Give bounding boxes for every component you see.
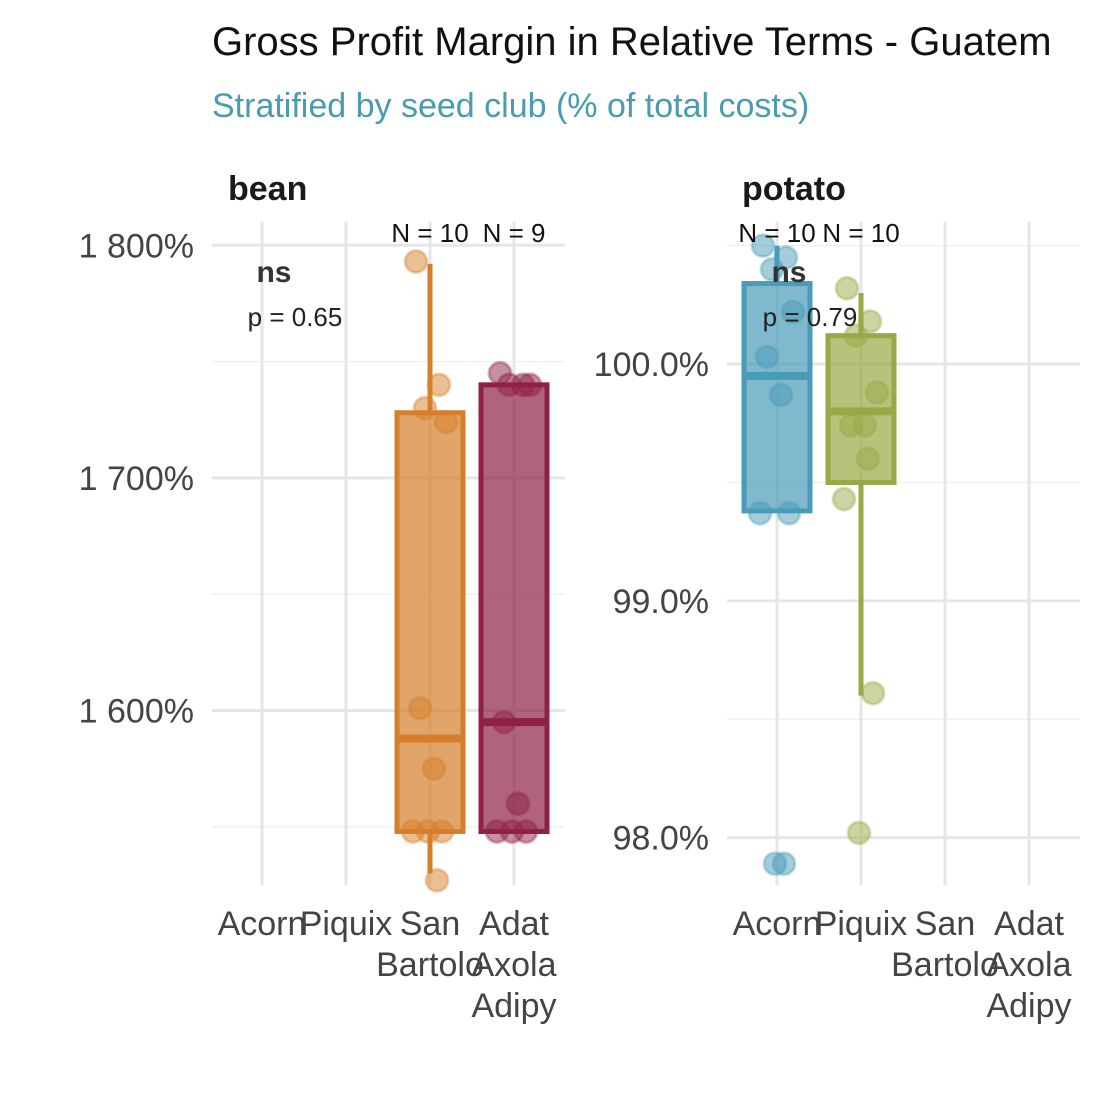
x-tick-line: Bartolo bbox=[891, 946, 999, 984]
data-point bbox=[834, 275, 860, 301]
x-tick-line: Adipy bbox=[986, 987, 1071, 1025]
data-point bbox=[780, 299, 806, 325]
data-point bbox=[499, 818, 525, 844]
x-tick-label: Piquix bbox=[815, 905, 908, 943]
chart-subtitle: Stratified by seed club (% of total cost… bbox=[212, 87, 809, 125]
x-tick-line: Adat bbox=[994, 905, 1064, 943]
data-point bbox=[831, 486, 857, 512]
x-tick-label: Piquix bbox=[300, 905, 393, 943]
data-point bbox=[491, 709, 517, 735]
n-label: N = 10 bbox=[822, 218, 899, 248]
x-tick-label: Adat Axola Adipy bbox=[471, 905, 556, 1025]
x-tick-line: Piquix bbox=[300, 905, 393, 943]
box-group: N = 9 bbox=[478, 218, 550, 844]
box bbox=[478, 382, 550, 834]
y-tick-label: 100.0% bbox=[594, 346, 709, 384]
data-point bbox=[852, 413, 878, 439]
data-point bbox=[846, 820, 872, 846]
data-point bbox=[759, 256, 785, 282]
data-point bbox=[496, 372, 522, 398]
data-point bbox=[415, 818, 441, 844]
x-tick-label: Acorn bbox=[218, 905, 307, 943]
data-point bbox=[754, 344, 780, 370]
data-point bbox=[407, 695, 433, 721]
data-point bbox=[768, 382, 794, 408]
data-point bbox=[750, 233, 776, 259]
significance-label: ns bbox=[771, 256, 806, 289]
facet-strip-label: potato bbox=[742, 170, 846, 208]
data-point bbox=[517, 372, 543, 398]
data-point bbox=[433, 409, 459, 435]
data-point bbox=[776, 500, 802, 526]
p-value-label: p = 0.65 bbox=[248, 302, 343, 332]
x-tick-line: San bbox=[915, 905, 976, 943]
y-tick-label: 99.0% bbox=[613, 583, 709, 621]
x-tick-line: Axola bbox=[471, 946, 556, 984]
y-tick-label: 1 800% bbox=[79, 227, 194, 265]
data-point bbox=[747, 500, 773, 526]
x-tick-label: San Bartolo bbox=[891, 905, 999, 984]
data-point bbox=[855, 446, 881, 472]
box-group: N = 10 bbox=[391, 218, 469, 893]
x-tick-line: Adipy bbox=[471, 987, 556, 1025]
box-group: N = 10 bbox=[822, 218, 900, 846]
data-point bbox=[771, 851, 797, 877]
y-tick-label: 1 600% bbox=[79, 693, 194, 731]
x-tick-line: Adat bbox=[479, 905, 549, 943]
significance-label: ns bbox=[256, 256, 291, 289]
p-value-label: p = 0.79 bbox=[763, 302, 858, 332]
data-point bbox=[403, 249, 429, 275]
x-tick-line: Axola bbox=[986, 946, 1071, 984]
n-label: N = 10 bbox=[391, 218, 468, 248]
x-tick-line: Acorn bbox=[733, 905, 822, 943]
x-tick-label: Acorn bbox=[733, 905, 822, 943]
box-group: N = 10 bbox=[738, 218, 816, 877]
data-point bbox=[412, 395, 438, 421]
chart-title: Gross Profit Margin in Relative Terms - … bbox=[212, 20, 1052, 64]
y-axis: 98.0% 99.0% 100.0% bbox=[594, 346, 709, 858]
x-tick-line: Bartolo bbox=[376, 946, 484, 984]
data-point bbox=[426, 372, 452, 398]
n-label: N = 9 bbox=[483, 218, 546, 248]
data-point bbox=[421, 756, 447, 782]
x-tick-line: San bbox=[400, 905, 461, 943]
data-point bbox=[424, 867, 450, 893]
x-tick-label: San Bartolo bbox=[376, 905, 484, 984]
x-tick-line: Acorn bbox=[218, 905, 307, 943]
y-tick-label: 98.0% bbox=[613, 820, 709, 858]
data-point bbox=[505, 791, 531, 817]
facet-strip-label: bean bbox=[228, 170, 307, 208]
n-label: N = 10 bbox=[738, 218, 815, 248]
y-tick-label: 1 700% bbox=[79, 460, 194, 498]
series-layer: N = 10 N = 9 bbox=[391, 218, 550, 893]
x-tick-label: Adat Axola Adipy bbox=[986, 905, 1071, 1025]
y-axis: 1 600% 1 700% 1 800% bbox=[79, 227, 194, 730]
x-tick-line: Piquix bbox=[815, 905, 908, 943]
data-point bbox=[860, 680, 886, 706]
data-point bbox=[857, 308, 883, 334]
data-point bbox=[843, 323, 869, 349]
data-point bbox=[864, 379, 890, 405]
series-layer: N = 10 N = 10 bbox=[738, 218, 900, 877]
